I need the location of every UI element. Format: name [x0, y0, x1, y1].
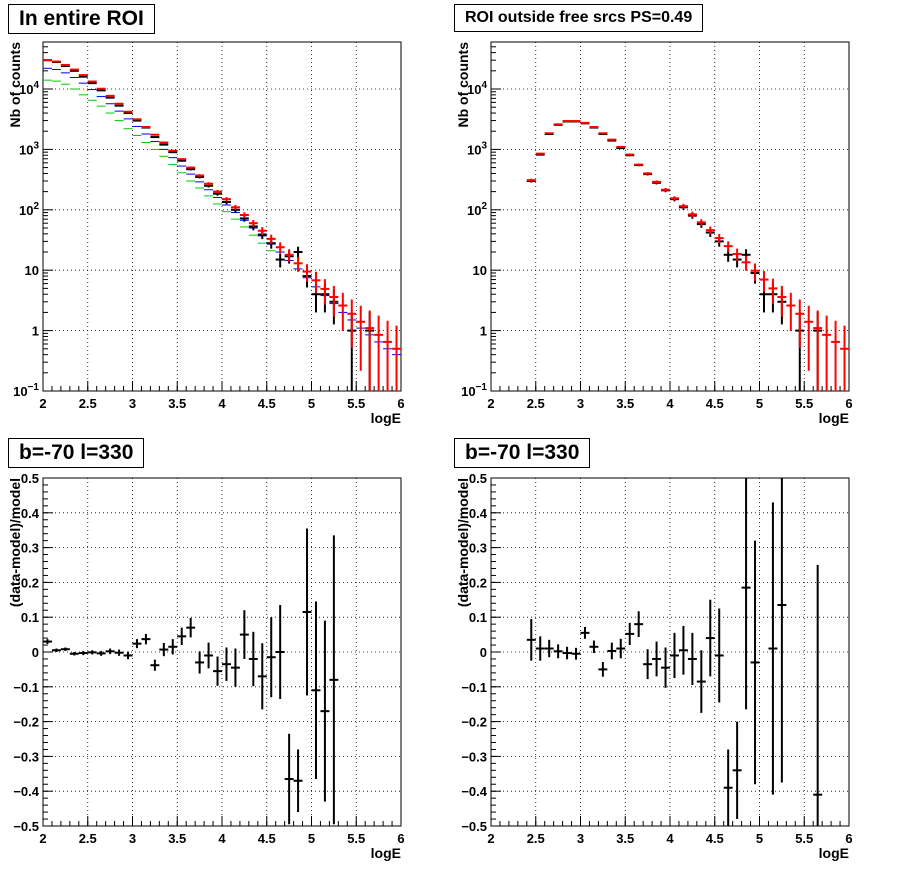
y-tick-label: 0.3: [469, 541, 487, 556]
x-axis-label: logE: [371, 845, 401, 861]
y-tick-label: 1: [32, 324, 39, 339]
series-0: [43, 528, 339, 825]
plot-frame: [490, 41, 850, 392]
y-tick-label: 103: [19, 140, 39, 157]
x-tick-label: 3: [577, 396, 584, 411]
y-tick-label: 0: [480, 645, 487, 660]
series-0: [526, 478, 823, 826]
plot-frame: [490, 477, 850, 827]
x-tick-label: 4: [666, 396, 674, 411]
y-tick-label: 103: [467, 140, 487, 157]
plot-frame: [42, 477, 402, 827]
x-tick-label: 4: [666, 831, 674, 846]
y-axis-label: Nb of counts: [455, 42, 471, 128]
y-axis-label: (data-model)/model: [455, 478, 471, 607]
x-tick-label: 3.5: [616, 396, 634, 411]
series-3: [43, 59, 401, 391]
x-tick-label: 3.5: [168, 831, 186, 846]
x-tick-label: 5: [308, 396, 315, 411]
x-tick-label: 4: [218, 831, 226, 846]
y-tick-label: −0.4: [461, 784, 487, 799]
x-tick-label: 3: [577, 831, 584, 846]
y-tick-label: 10−1: [13, 382, 39, 399]
x-tick-label: 4.5: [706, 831, 724, 846]
y-tick-label: −0.1: [13, 680, 39, 695]
y-tick-label: 0: [32, 645, 39, 660]
x-tick-label: 5.5: [795, 396, 813, 411]
x-tick-label: 2.5: [527, 831, 545, 846]
x-tick-label: 3: [129, 396, 136, 411]
y-tick-label: 102: [19, 201, 39, 218]
x-tick-label: 6: [845, 396, 852, 411]
plot-frame: [42, 41, 402, 392]
y-tick-label: −0.2: [461, 715, 487, 730]
y-tick-label: 0.1: [469, 610, 487, 625]
y-tick-label: 1: [480, 324, 487, 339]
x-tick-label: 3.5: [168, 396, 186, 411]
series-1: [526, 120, 849, 391]
x-tick-label: 5: [756, 396, 763, 411]
x-axis-label: logE: [819, 845, 849, 861]
x-axis-label: logE: [371, 410, 401, 426]
x-axis-label: logE: [819, 410, 849, 426]
y-tick-label: −0.5: [13, 819, 39, 834]
pad-3-title: b=-70 l=330: [454, 438, 591, 468]
y-tick-label: 0.3: [21, 541, 39, 556]
x-tick-label: 5: [756, 831, 763, 846]
y-tick-label: 0.2: [21, 575, 39, 590]
y-axis-label: Nb of counts: [7, 42, 23, 128]
y-axis-label: (data-model)/model: [7, 478, 23, 607]
y-tick-label: 0.5: [21, 471, 39, 486]
y-tick-label: 104: [19, 80, 39, 97]
x-tick-label: 2.5: [79, 831, 97, 846]
y-tick-label: −0.1: [461, 680, 487, 695]
y-tick-label: 0.1: [21, 610, 39, 625]
x-tick-label: 4.5: [258, 396, 276, 411]
x-tick-label: 2: [39, 396, 46, 411]
x-tick-label: 6: [397, 831, 404, 846]
y-tick-label: 0.4: [469, 506, 488, 521]
x-tick-label: 2: [39, 831, 46, 846]
y-tick-label: 0.2: [469, 575, 487, 590]
x-tick-label: 5.5: [347, 831, 365, 846]
pad-1-title: ROI outside free srcs PS=0.49: [454, 4, 704, 32]
x-tick-label: 6: [397, 396, 404, 411]
x-tick-label: 3.5: [616, 831, 634, 846]
y-tick-label: 10: [25, 263, 39, 278]
y-tick-label: 0.5: [469, 471, 487, 486]
y-tick-label: −0.2: [13, 715, 39, 730]
y-tick-label: −0.3: [13, 749, 39, 764]
y-tick-label: −0.3: [461, 749, 487, 764]
y-tick-label: −0.4: [13, 784, 39, 799]
y-tick-label: 10−1: [461, 382, 487, 399]
x-tick-label: 4.5: [258, 831, 276, 846]
x-tick-label: 2.5: [79, 396, 97, 411]
x-tick-label: 6: [845, 831, 852, 846]
x-tick-label: 3: [129, 831, 136, 846]
x-tick-label: 2.5: [527, 396, 545, 411]
x-tick-label: 5.5: [795, 831, 813, 846]
x-tick-label: 2: [487, 396, 494, 411]
y-tick-label: 0.4: [21, 506, 40, 521]
y-tick-label: 102: [467, 201, 487, 218]
y-tick-label: 104: [467, 80, 487, 97]
pad-2-title: b=-70 l=330: [8, 438, 145, 468]
pad-0-title: In entire ROI: [8, 4, 155, 34]
x-tick-label: 4: [218, 396, 226, 411]
x-tick-label: 5.5: [347, 396, 365, 411]
x-tick-label: 5: [308, 831, 315, 846]
x-tick-label: 4.5: [706, 396, 724, 411]
y-tick-label: 10: [473, 263, 487, 278]
y-tick-label: −0.5: [461, 819, 487, 834]
x-tick-label: 2: [487, 831, 494, 846]
